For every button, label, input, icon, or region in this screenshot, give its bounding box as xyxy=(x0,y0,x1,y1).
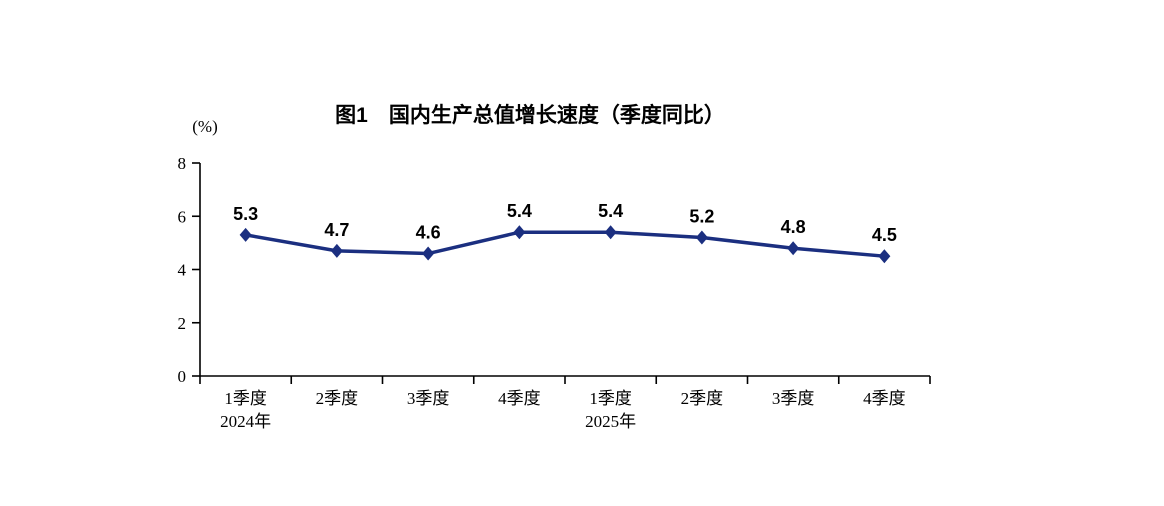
data-point-label: 4.7 xyxy=(324,220,349,240)
x-year-label: 2025年 xyxy=(585,412,636,431)
data-point-marker xyxy=(604,225,617,240)
data-point-label: 5.4 xyxy=(598,201,623,221)
x-category-label: 3季度 xyxy=(772,389,815,408)
data-point-marker xyxy=(239,227,252,242)
y-tick-label: 8 xyxy=(178,154,187,173)
data-point-marker xyxy=(878,249,891,264)
y-tick-label: 6 xyxy=(178,207,187,226)
data-point-marker xyxy=(695,230,708,245)
series-line xyxy=(245,230,885,258)
data-point-label: 4.6 xyxy=(416,223,441,243)
data-point-label: 5.2 xyxy=(689,207,714,227)
y-tick-label: 2 xyxy=(178,314,187,333)
data-point-marker xyxy=(422,246,435,261)
chart-plot-area: 0 2 4 6 8 1季度 2季度 3季度 4季度 1季度 2季度 3季度 4季度 2024年 2025年 5… xyxy=(178,154,931,431)
data-point-label: 4.8 xyxy=(781,217,806,237)
x-category-label: 2季度 xyxy=(681,389,724,408)
data-point-marker xyxy=(787,241,800,256)
data-point-marker xyxy=(330,243,343,258)
data-point-label: 5.3 xyxy=(233,204,258,224)
x-category-label: 3季度 xyxy=(407,389,450,408)
data-point-marker xyxy=(513,225,526,240)
data-point-label: 5.4 xyxy=(507,201,532,221)
chart-title: 图1 国内生产总值增长速度（季度同比） xyxy=(335,103,725,127)
x-year-label: 2024年 xyxy=(220,412,271,431)
y-tick-label: 4 xyxy=(178,261,187,280)
data-point-label: 4.5 xyxy=(872,225,897,245)
x-category-label: 2季度 xyxy=(316,389,359,408)
x-category-label: 1季度 xyxy=(224,389,267,408)
y-tick-label: 0 xyxy=(178,367,187,386)
x-category-label: 4季度 xyxy=(498,389,541,408)
y-axis-unit-label: (%) xyxy=(192,117,217,136)
x-category-label: 4季度 xyxy=(863,389,906,408)
x-category-label: 1季度 xyxy=(589,389,632,408)
